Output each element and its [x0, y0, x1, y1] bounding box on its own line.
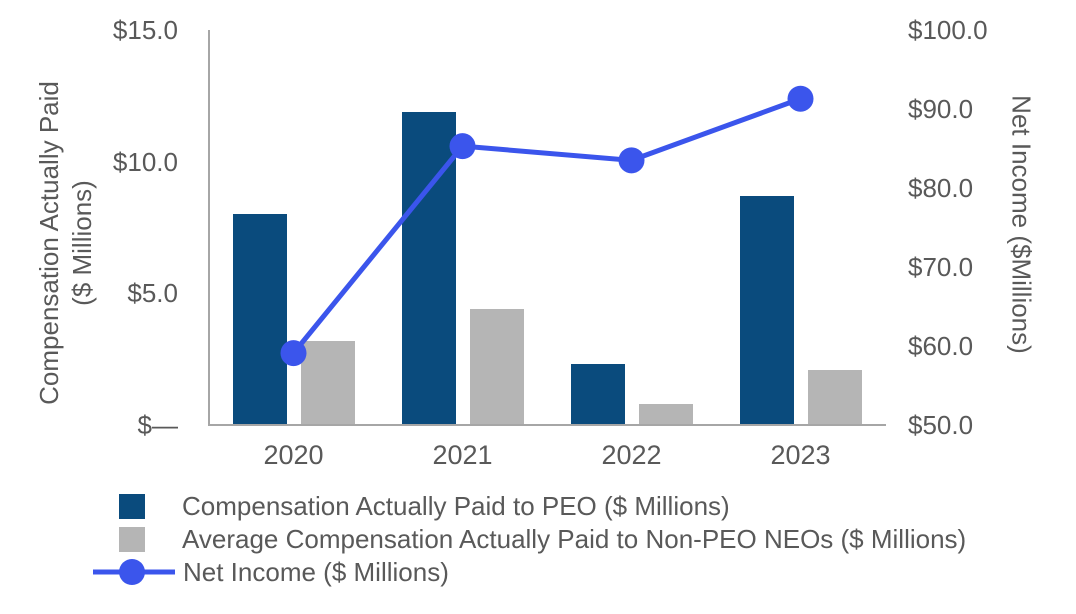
- legend-line-marker: [93, 559, 175, 585]
- x-axis-tick-label: 2020: [263, 440, 324, 470]
- peo-compensation-bar: [739, 195, 794, 425]
- legend: Compensation Actually Paid to PEO ($ Mil…: [0, 490, 1076, 589]
- non-peo-neo-compensation-bar: [638, 403, 693, 425]
- net-income-data-point: [787, 85, 814, 112]
- x-axis-tick-label: 2022: [601, 440, 662, 470]
- legend-item-peo: Compensation Actually Paid to PEO ($ Mil…: [0, 490, 1076, 523]
- non-peo-neo-compensation-bar: [300, 340, 355, 425]
- left-axis-title-line1: Compensation Actually Paid: [34, 81, 64, 405]
- legend-dot-sample: [119, 559, 145, 585]
- left-axis-tick-label: $10.0: [112, 146, 178, 177]
- left-axis-tick-label: $—: [137, 410, 178, 440]
- net-income-line: [291, 96, 802, 355]
- left-axis-title: Compensation Actually Paid ($ Millions): [33, 63, 99, 423]
- right-axis-tick-label: $80.0: [908, 173, 974, 203]
- peo-compensation-bar: [401, 111, 456, 425]
- left-axis-line: [208, 30, 210, 426]
- peo-compensation-bar: [570, 364, 625, 425]
- legend-swatch-peo: [119, 494, 145, 519]
- legend-label-net-income: Net Income ($ Millions): [183, 557, 449, 587]
- legend-item-net-income: Net Income ($ Millions): [0, 556, 1076, 589]
- left-axis-tick-label: $5.0: [127, 278, 178, 309]
- right-axis-tick-label: $50.0: [908, 410, 974, 440]
- right-axis-tick-label: $60.0: [908, 331, 974, 361]
- left-axis-tick-label: $15.0: [112, 15, 178, 45]
- x-axis-tick-label: 2023: [770, 440, 831, 470]
- non-peo-neo-compensation-bar: [807, 369, 862, 425]
- legend-swatch-non-peo: [119, 527, 145, 552]
- x-axis-line: [208, 424, 886, 426]
- right-axis-tick-label: $90.0: [908, 94, 974, 124]
- right-axis-tick-label: $100.0: [908, 15, 988, 45]
- legend-label-non-peo: Average Compensation Actually Paid to No…: [182, 524, 967, 554]
- net-income-data-point: [618, 147, 645, 174]
- legend-label-peo: Compensation Actually Paid to PEO ($ Mil…: [182, 491, 730, 521]
- non-peo-neo-compensation-bar: [469, 309, 524, 425]
- legend-item-non-peo: Average Compensation Actually Paid to No…: [0, 523, 1076, 556]
- x-axis-tick-label: 2021: [432, 440, 493, 470]
- peo-compensation-bar: [232, 214, 287, 425]
- right-axis-tick-label: $70.0: [908, 252, 974, 282]
